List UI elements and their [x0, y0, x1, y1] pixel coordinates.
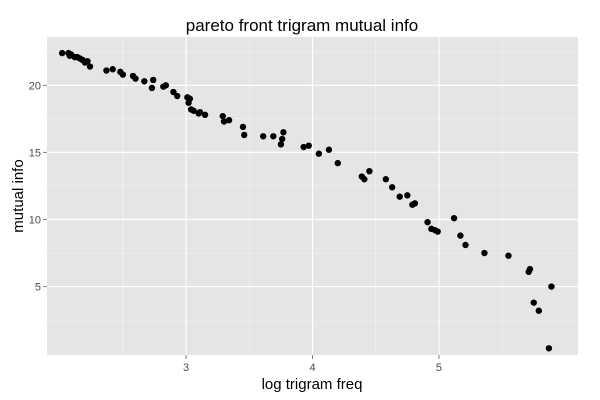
data-points — [58, 49, 555, 352]
data-point — [132, 75, 139, 82]
data-point — [109, 66, 116, 73]
data-point — [148, 84, 156, 92]
data-point — [450, 214, 458, 222]
data-point — [162, 82, 170, 89]
data-point — [103, 67, 110, 74]
y-tick-label: 15 — [29, 147, 41, 159]
data-point — [259, 133, 267, 140]
data-point — [190, 107, 197, 114]
data-point — [434, 228, 441, 235]
data-point — [280, 129, 287, 136]
data-point — [526, 265, 534, 273]
x-tick-label: 5 — [436, 362, 442, 374]
data-point — [225, 116, 233, 124]
data-point — [404, 192, 411, 199]
data-point — [119, 71, 127, 78]
major-gridlines — [47, 37, 578, 355]
data-point — [150, 76, 157, 84]
x-tick-label: 4 — [309, 362, 315, 374]
data-point — [196, 108, 204, 116]
x-tick-label: 3 — [183, 362, 189, 374]
x-axis-title: log trigram freq — [262, 376, 363, 393]
data-point — [86, 63, 94, 70]
data-point — [201, 111, 209, 119]
data-point — [535, 307, 543, 314]
data-point — [305, 142, 312, 149]
data-point — [239, 123, 247, 131]
data-point — [457, 232, 464, 239]
data-point — [220, 118, 228, 125]
data-point — [545, 345, 553, 352]
data-point — [278, 135, 286, 143]
data-point — [277, 141, 285, 148]
data-point — [58, 49, 66, 57]
data-point — [411, 200, 419, 207]
data-point — [325, 146, 333, 153]
data-point — [388, 184, 396, 191]
data-point — [174, 92, 181, 100]
data-point — [396, 193, 403, 200]
data-point — [300, 143, 307, 151]
data-point — [481, 249, 488, 257]
data-point — [334, 159, 341, 167]
data-point — [270, 133, 277, 140]
data-point — [548, 283, 555, 290]
data-point — [462, 241, 469, 249]
data-point — [361, 176, 368, 183]
data-point — [530, 299, 537, 306]
y-tick-label: 20 — [29, 80, 41, 92]
y-axis-title: mutual info — [10, 159, 27, 232]
data-point — [141, 78, 148, 85]
chart-title: pareto front trigram mutual info — [186, 16, 418, 35]
data-point — [84, 57, 91, 65]
data-point — [366, 167, 373, 175]
data-point — [424, 218, 431, 226]
data-point — [170, 88, 177, 96]
data-point — [241, 131, 248, 139]
x-axis-ticks: 3 4 5 — [183, 355, 442, 374]
y-axis-ticks: 5 10 15 20 — [29, 80, 47, 294]
data-point — [505, 252, 512, 259]
y-tick-label: 10 — [29, 214, 41, 226]
y-tick-label: 5 — [35, 282, 41, 294]
data-point — [382, 176, 390, 183]
data-point — [315, 150, 323, 157]
data-point — [219, 112, 226, 120]
data-point — [186, 95, 194, 102]
